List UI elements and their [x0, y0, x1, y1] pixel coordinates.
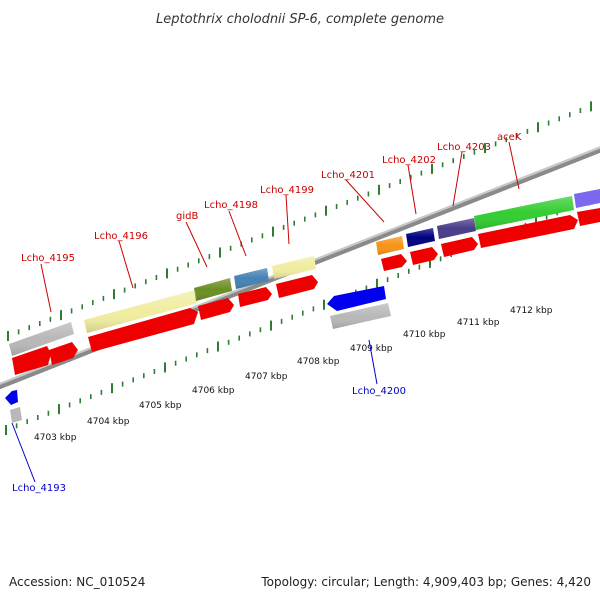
- cds-arrow-lcho-4193[interactable]: [5, 390, 18, 405]
- gene-labels: Lcho_4195 Lcho_4196 gidB Lcho_4198 Lcho_…: [12, 132, 522, 494]
- cds-arrow-lcho-4196[interactable]: [88, 308, 198, 352]
- gene-label[interactable]: Lcho_4203: [437, 142, 491, 153]
- scale-label: 4709 kbp: [350, 344, 393, 354]
- gene-feature-lcho-4193[interactable]: [10, 407, 22, 423]
- scale-label: 4708 kbp: [297, 357, 340, 367]
- cds-arrow-lcho-4203[interactable]: [441, 237, 478, 257]
- label-leaders: [11, 141, 520, 483]
- scale-label: 4705 kbp: [139, 401, 182, 411]
- gene-label[interactable]: Lcho_4198: [204, 200, 258, 211]
- scale-labels: 4703 kbp 4704 kbp 4705 kbp 4706 kbp 4707…: [34, 306, 553, 443]
- cds-arrow-aceK[interactable]: [478, 215, 578, 248]
- scale-label: 4706 kbp: [192, 386, 235, 396]
- gene-label[interactable]: Lcho_4202: [382, 155, 436, 166]
- scale-label: 4710 kbp: [403, 330, 446, 340]
- genome-summary-text: Topology: circular; Length: 4,909,403 bp…: [260, 575, 591, 589]
- cds-arrow-lcho-4200[interactable]: [327, 286, 386, 311]
- feature-tracks: [5, 189, 600, 423]
- gene-label[interactable]: gidB: [176, 211, 198, 222]
- scale-label: 4707 kbp: [245, 372, 288, 382]
- gene-label[interactable]: Lcho_4196: [94, 231, 148, 242]
- gene-label[interactable]: Lcho_4199: [260, 185, 314, 196]
- cds-arrow-gidB[interactable]: [198, 298, 234, 320]
- gene-label[interactable]: Lcho_4200: [352, 386, 406, 397]
- gene-label[interactable]: aceK: [497, 132, 522, 143]
- gene-feature-next[interactable]: [574, 189, 600, 208]
- gene-label[interactable]: Lcho_4201: [321, 170, 375, 181]
- cds-arrow-lcho-4199[interactable]: [276, 275, 318, 298]
- gene-label[interactable]: Lcho_4195: [21, 253, 75, 264]
- scale-label: 4703 kbp: [34, 433, 77, 443]
- cds-arrow-next[interactable]: [577, 208, 600, 226]
- cds-arrow-lcho-4202[interactable]: [410, 247, 438, 265]
- gene-label[interactable]: Lcho_4193: [12, 483, 66, 494]
- cds-arrow-lcho-4195a[interactable]: [12, 346, 51, 375]
- scale-label: 4712 kbp: [510, 306, 553, 316]
- accession-text: Accession: NC_010524: [9, 575, 145, 589]
- map-title: Leptothrix cholodnii SP-6, complete geno…: [156, 12, 444, 27]
- cds-arrow-lcho-4195b[interactable]: [49, 342, 78, 365]
- cds-arrow-lcho-4201[interactable]: [381, 254, 407, 271]
- cds-arrow-lcho-4198[interactable]: [238, 287, 272, 307]
- scale-label: 4711 kbp: [457, 318, 500, 328]
- scale-label: 4704 kbp: [87, 417, 130, 427]
